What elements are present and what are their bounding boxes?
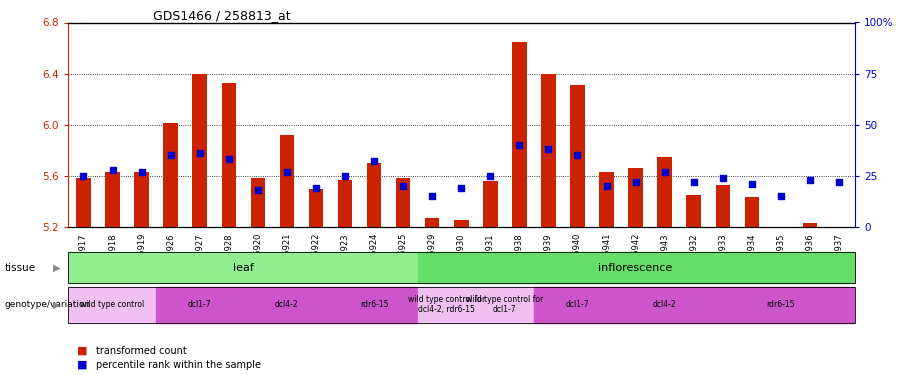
Bar — [309, 189, 323, 227]
Bar — [512, 42, 526, 227]
Point — [367, 159, 382, 165]
Text: wild type control: wild type control — [80, 300, 145, 309]
Point — [803, 177, 817, 183]
Point — [396, 183, 410, 189]
Bar — [687, 195, 701, 227]
Bar — [164, 123, 178, 227]
Point — [599, 183, 614, 189]
Point — [250, 187, 265, 193]
Bar — [454, 220, 469, 227]
Text: tissue: tissue — [4, 263, 36, 273]
Text: dcl4-2: dcl4-2 — [275, 300, 299, 309]
Point — [221, 156, 236, 162]
Bar — [599, 172, 614, 227]
Bar — [657, 157, 672, 227]
Point — [280, 169, 294, 175]
Bar — [193, 74, 207, 227]
Text: percentile rank within the sample: percentile rank within the sample — [96, 360, 261, 369]
Point — [134, 169, 148, 175]
Text: ■: ■ — [76, 346, 87, 355]
Text: transformed count: transformed count — [96, 346, 187, 355]
Point — [425, 193, 439, 199]
Point — [716, 175, 730, 181]
Point — [658, 169, 672, 175]
Point — [193, 150, 207, 156]
Point — [541, 146, 555, 152]
Text: dcl4-2: dcl4-2 — [652, 300, 677, 309]
Text: wild type control for
dcl4-2, rdr6-15: wild type control for dcl4-2, rdr6-15 — [408, 295, 485, 314]
Text: dcl1-7: dcl1-7 — [188, 300, 212, 309]
Bar — [76, 178, 91, 227]
Text: inflorescence: inflorescence — [598, 263, 672, 273]
Bar — [221, 82, 236, 227]
Point — [483, 173, 498, 179]
Point — [76, 173, 91, 179]
Point — [832, 179, 846, 185]
Bar — [628, 168, 643, 227]
Point — [512, 142, 526, 148]
Text: leaf: leaf — [233, 263, 254, 273]
Bar — [803, 223, 817, 227]
Bar — [280, 135, 294, 227]
Bar — [250, 178, 266, 227]
Bar — [396, 178, 410, 227]
Point — [774, 193, 788, 199]
Text: ▶: ▶ — [53, 263, 60, 273]
Text: rdr6-15: rdr6-15 — [360, 300, 388, 309]
Bar — [105, 172, 120, 227]
Point — [744, 181, 759, 187]
Text: ▶: ▶ — [53, 300, 60, 310]
Point — [628, 179, 643, 185]
Bar — [541, 74, 555, 227]
Bar — [367, 163, 382, 227]
Text: ■: ■ — [76, 360, 87, 369]
Bar — [571, 85, 585, 227]
Bar — [425, 218, 439, 227]
Text: GDS1466 / 258813_at: GDS1466 / 258813_at — [153, 9, 291, 22]
Bar — [744, 198, 759, 227]
Bar — [134, 172, 148, 227]
Text: wild type control for
dcl1-7: wild type control for dcl1-7 — [466, 295, 544, 314]
Text: genotype/variation: genotype/variation — [4, 300, 91, 309]
Point — [309, 185, 323, 191]
Bar — [338, 180, 352, 227]
Point — [687, 179, 701, 185]
Bar — [716, 185, 730, 227]
Point — [454, 185, 468, 191]
Point — [338, 173, 352, 179]
Point — [164, 152, 178, 158]
Bar — [483, 181, 498, 227]
Point — [105, 166, 120, 172]
Point — [571, 152, 585, 158]
Text: rdr6-15: rdr6-15 — [767, 300, 795, 309]
Text: dcl1-7: dcl1-7 — [566, 300, 590, 309]
